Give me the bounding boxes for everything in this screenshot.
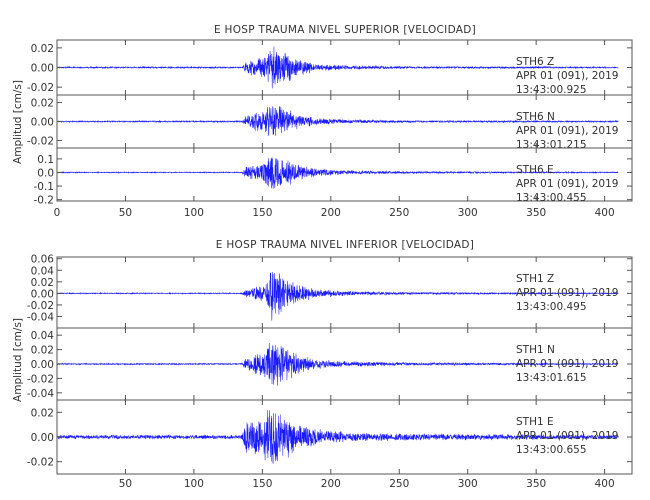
x-tick-label: 200 [321,207,341,219]
panel-sth1-z: -0.04-0.020.000.020.040.06 STH1 Z APR 01 (… [27,254,633,329]
panel-frame [56,147,633,202]
panel-sth1-n: -0.04 -0.02 0.00 0.02 0.04 STH1 N APR 01 (091)… [27,327,633,401]
waveform-trace [56,157,619,189]
date-label: APR 01 (091), 2019 [516,125,618,137]
waveform-trace [56,343,619,386]
x-tick-label: 100 [184,478,204,490]
x-tick-label: 100 [184,207,204,219]
date-label: APR 01 (091), 2019 [516,178,618,190]
waveform-trace [56,271,619,321]
date-label: APR 01 (091), 2019 [516,358,618,370]
y-axis-label-inferior: Amplitud [cm/s] [12,318,24,402]
chart-title-inferior: E HOSP TRAUMA NIVEL INFERIOR [VELOCIDAD] [216,239,474,251]
station-label: STH6 E [516,164,554,176]
x-tick-label: 50 [119,478,132,490]
y-tick-label: -0.02 [27,82,54,94]
x-tick-label: 0 [54,207,61,219]
time-label: 13:43:01.215 [516,139,587,151]
y-tick-label: 0.00 [31,432,54,444]
time-label: 13:43:00.655 [516,444,587,456]
date-label: APR 01 (091), 2019 [516,430,618,442]
x-tick-label: 150 [252,478,272,490]
station-label: STH1 E [516,416,554,428]
y-axis-label-superior: Amplitud [cm/s] [12,80,24,164]
x-tick-label: 50 [119,207,132,219]
time-label: 13:43:00.925 [516,84,587,96]
panel-sth1-e: -0.02 0.00 0.02 STH1 E APR 01 (091), 2019 13:… [27,399,633,475]
y-tick-label: 0.04 [31,330,55,342]
waveform-trace [56,410,619,464]
y-tick-label: 0.02 [31,407,54,419]
station-label: STH1 Z [516,273,554,285]
x-tick-label: 250 [389,207,409,219]
y-tick-label: 0.02 [31,277,54,289]
y-tick-label: -0.02 [27,135,54,147]
y-tick-label: -0.1 [34,181,55,193]
panel-sth6-n: -0.02 0.00 0.02 STH6 N APR 01 (091), 2019 13:… [27,94,633,151]
y-tick-label: -0.02 [27,373,54,385]
waveform-trace [56,106,619,136]
waveform-trace [56,46,619,89]
y-tick-label: 0.1 [37,154,54,166]
y-tick-label: 0.00 [31,63,54,75]
time-label: 13:43:00.455 [516,192,587,204]
chart-title-superior: E HOSP TRAUMA NIVEL SUPERIOR [VELOCIDAD] [214,24,476,36]
x-tick-label: 400 [595,207,615,219]
x-tick-label: 300 [458,478,478,490]
x-tick-label: 350 [526,478,546,490]
y-tick-label: 0.00 [31,359,54,371]
panel-sth6-z: -0.02 0.00 0.02 STH6 Z APR 01 (091), 2019 13:… [27,39,633,96]
time-label: 13:43:00.495 [516,301,587,313]
y-tick-label: 0.02 [31,43,54,55]
x-tick-label: 250 [389,478,409,490]
y-tick-label: -0.2 [34,195,55,207]
y-tick-label: 0.04 [31,265,55,277]
date-label: APR 01 (091), 2019 [516,287,618,299]
x-tick-label: 300 [458,207,478,219]
y-tick-label: 0.0 [37,167,54,179]
x-tick-label: 150 [252,207,272,219]
y-tick-label: 0.02 [31,98,54,110]
y-tick-label: 0.00 [31,117,54,129]
y-tick-label: 0.06 [31,254,55,266]
x-tick-label: 200 [321,478,341,490]
y-tick-label: 0.02 [31,345,54,357]
station-label: STH1 N [516,344,555,356]
x-tick-label: 400 [595,478,615,490]
panel-sth6-e: -0.2 -0.1 0.00.1 STH6 E APR 01 (091), 2019 13… [34,147,633,207]
date-label: APR 01 (091), 2019 [516,70,618,82]
y-tick-label: -0.02 [27,457,54,469]
time-label: 13:43:01.615 [516,372,587,384]
y-tick-label: -0.04 [27,311,54,323]
station-label: STH6 N [516,111,555,123]
y-tick-label: -0.04 [27,388,54,400]
y-tick-label: -0.02 [27,300,54,312]
station-label: STH6 Z [516,56,554,68]
y-tick-label: 0.00 [31,288,54,300]
x-tick-label: 350 [526,207,546,219]
